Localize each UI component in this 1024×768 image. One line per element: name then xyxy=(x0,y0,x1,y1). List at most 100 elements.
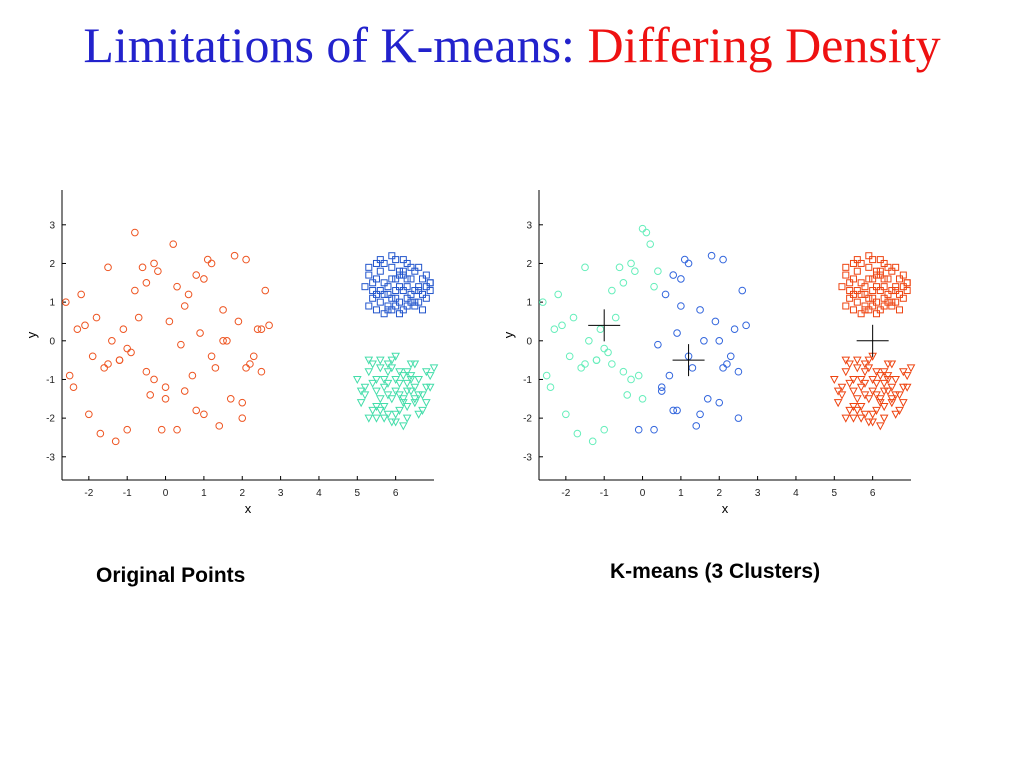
data-point xyxy=(638,395,647,403)
data-point xyxy=(392,302,400,310)
data-point xyxy=(565,352,574,361)
data-point xyxy=(860,379,870,388)
data-point xyxy=(379,383,389,392)
data-point xyxy=(726,352,735,361)
data-point xyxy=(650,282,658,291)
data-point xyxy=(169,240,178,248)
centroid-marker xyxy=(588,309,621,342)
data-point xyxy=(888,267,896,275)
data-point xyxy=(376,298,384,306)
data-point xyxy=(69,383,78,391)
data-point xyxy=(402,387,412,396)
data-point xyxy=(395,391,404,400)
data-point xyxy=(902,383,912,392)
x-tick-label: 3 xyxy=(755,488,761,499)
data-point xyxy=(203,255,212,264)
data-point xyxy=(395,368,404,377)
data-point xyxy=(876,256,884,264)
data-point xyxy=(365,302,373,310)
data-point xyxy=(872,310,880,318)
data-point xyxy=(200,275,208,283)
data-point xyxy=(161,395,170,403)
data-point xyxy=(669,406,678,415)
data-point xyxy=(638,224,647,233)
data-point xyxy=(872,298,880,306)
data-point xyxy=(852,364,862,373)
y-tick-label: -1 xyxy=(523,375,532,386)
y-tick-label: -2 xyxy=(523,414,532,425)
data-point xyxy=(550,325,559,333)
data-point xyxy=(418,290,426,298)
data-point xyxy=(361,283,369,291)
data-point xyxy=(876,287,884,295)
data-point xyxy=(891,391,900,400)
data-point xyxy=(96,429,105,438)
data-point xyxy=(406,372,416,381)
data-point xyxy=(692,422,701,430)
data-point xyxy=(387,356,397,365)
data-point xyxy=(619,367,628,376)
data-point xyxy=(410,383,420,392)
x-tick-label: -1 xyxy=(123,488,132,499)
data-point xyxy=(852,406,862,415)
data-point xyxy=(415,263,423,271)
data-point xyxy=(880,302,888,310)
data-point xyxy=(884,263,892,271)
data-point xyxy=(849,414,858,423)
data-point xyxy=(879,368,889,377)
data-point xyxy=(414,375,423,385)
data-point xyxy=(872,283,880,291)
data-point xyxy=(880,275,888,283)
data-point xyxy=(375,395,385,404)
x-tick-label: 1 xyxy=(201,488,207,499)
data-point xyxy=(85,410,93,419)
data-point xyxy=(865,263,873,271)
data-point xyxy=(627,259,635,268)
data-point xyxy=(421,399,431,408)
data-point xyxy=(123,425,131,434)
data-point xyxy=(395,406,404,415)
data-point xyxy=(554,290,562,299)
data-point xyxy=(161,383,170,391)
data-point xyxy=(406,360,416,369)
data-point xyxy=(665,371,674,380)
data-point xyxy=(899,294,907,302)
data-point xyxy=(365,263,373,271)
y-tick-label: 2 xyxy=(49,259,55,270)
data-point xyxy=(418,306,426,314)
data-point xyxy=(837,391,847,400)
data-point xyxy=(226,395,235,403)
y-tick-label: -3 xyxy=(46,452,55,463)
data-point xyxy=(688,364,697,372)
data-point xyxy=(892,298,900,306)
data-point xyxy=(892,263,900,271)
data-point xyxy=(395,283,403,291)
data-point xyxy=(895,406,904,415)
data-point xyxy=(356,387,366,396)
data-point xyxy=(379,375,389,385)
data-point xyxy=(856,414,866,423)
data-point xyxy=(77,290,85,299)
x-tick-label: 3 xyxy=(278,488,284,499)
x-tick-label: 2 xyxy=(716,488,722,499)
data-point xyxy=(864,395,874,404)
data-point xyxy=(379,414,389,423)
data-point xyxy=(719,364,727,372)
data-point xyxy=(146,391,155,399)
data-point xyxy=(421,368,431,377)
data-point xyxy=(539,298,547,306)
data-point xyxy=(849,306,857,314)
data-point xyxy=(884,298,892,306)
data-point xyxy=(388,263,396,271)
data-point xyxy=(846,279,854,287)
data-point xyxy=(219,337,227,345)
data-point xyxy=(879,403,889,412)
data-point xyxy=(838,283,846,291)
data-point xyxy=(395,310,403,318)
data-point xyxy=(903,287,911,295)
data-point xyxy=(869,287,877,295)
x-tick-label: -2 xyxy=(84,488,93,499)
data-point xyxy=(414,410,423,419)
data-point xyxy=(841,356,851,365)
x-tick-label: 1 xyxy=(678,488,684,499)
